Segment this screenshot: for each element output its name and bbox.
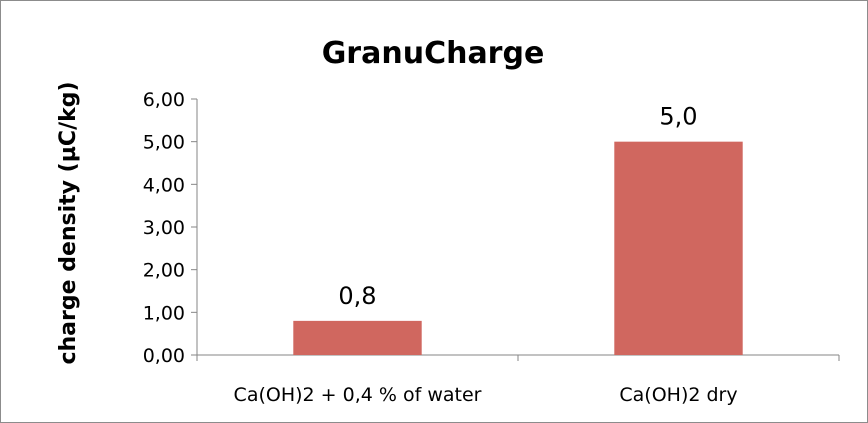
bar (293, 320, 422, 355)
data-labels: 0,8 5,0 (338, 103, 697, 310)
y-tick-label: 5,00 (143, 132, 185, 154)
y-tick-label: 3,00 (143, 217, 185, 239)
bar (614, 141, 743, 355)
chart-title: GranuCharge (322, 36, 545, 71)
category-label: Ca(OH)2 dry (619, 384, 737, 406)
y-tick-label: 0,00 (143, 345, 185, 367)
bars (293, 141, 743, 355)
y-tick-label: 1,00 (143, 302, 185, 324)
y-tick-label: 6,00 (143, 89, 185, 111)
y-tick-labels: 0,00 1,00 2,00 3,00 4,00 5,00 6,00 (143, 89, 185, 367)
y-tick-label: 4,00 (143, 174, 185, 196)
data-label: 0,8 (338, 282, 376, 310)
y-tick-label: 2,00 (143, 260, 185, 282)
category-label: Ca(OH)2 + 0,4 % of water (234, 384, 482, 406)
category-labels: Ca(OH)2 + 0,4 % of water Ca(OH)2 dry (234, 384, 738, 406)
y-axis-label: charge density (µC/kg) (56, 81, 81, 364)
data-label: 5,0 (659, 103, 697, 131)
